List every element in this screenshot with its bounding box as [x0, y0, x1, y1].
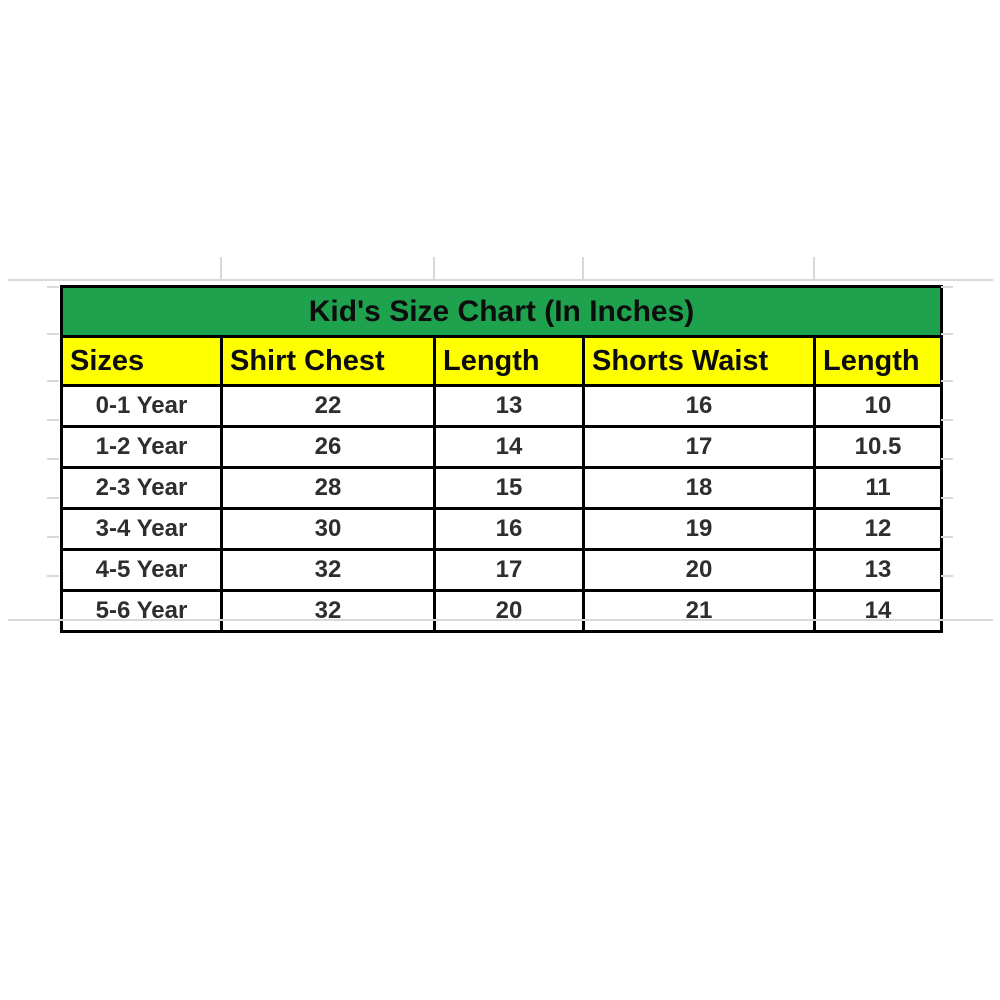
- column-header-length-shorts: Length: [813, 335, 943, 387]
- measurement-cell: 16: [433, 507, 585, 551]
- measurement-cell: 21: [582, 589, 816, 633]
- table-row: 0-1 Year 22 13 16 10: [60, 384, 943, 428]
- title-row: Kid's Size Chart (In Inches): [60, 285, 943, 338]
- excel-gridline: [47, 419, 59, 421]
- excel-gridline: [47, 497, 59, 499]
- excel-gridline: [47, 333, 59, 335]
- measurement-cell: 12: [813, 507, 943, 551]
- excel-gridline: [941, 536, 953, 538]
- measurement-cell: 10.5: [813, 425, 943, 469]
- measurement-cell: 11: [813, 466, 943, 510]
- size-chart-table: Kid's Size Chart (In Inches) Sizes Shirt …: [60, 285, 943, 633]
- excel-gridline: [47, 536, 59, 538]
- measurement-cell: 20: [582, 548, 816, 592]
- excel-gridline: [47, 380, 59, 382]
- size-label-cell: 3-4 Year: [60, 507, 223, 551]
- column-header-length-shirt: Length: [433, 335, 585, 387]
- measurement-cell: 28: [220, 466, 436, 510]
- measurement-cell: 32: [220, 589, 436, 633]
- excel-gridline: [941, 286, 953, 288]
- measurement-cell: 19: [582, 507, 816, 551]
- excel-gridline: [941, 419, 953, 421]
- size-label-cell: 2-3 Year: [60, 466, 223, 510]
- column-header-shorts-waist: Shorts Waist: [582, 335, 816, 387]
- excel-gridline: [47, 575, 59, 577]
- table-row: 2-3 Year 28 15 18 11: [60, 466, 943, 510]
- excel-gridline: [47, 458, 59, 460]
- measurement-cell: 14: [813, 589, 943, 633]
- measurement-cell: 26: [220, 425, 436, 469]
- measurement-cell: 32: [220, 548, 436, 592]
- excel-gridline: [941, 497, 953, 499]
- excel-gridline: [47, 286, 59, 288]
- measurement-cell: 22: [220, 384, 436, 428]
- measurement-cell: 10: [813, 384, 943, 428]
- size-label-cell: 4-5 Year: [60, 548, 223, 592]
- measurement-cell: 16: [582, 384, 816, 428]
- size-label-cell: 5-6 Year: [60, 589, 223, 633]
- measurement-cell: 17: [582, 425, 816, 469]
- column-header-shirt-chest: Shirt Chest: [220, 335, 436, 387]
- table-row: 5-6 Year 32 20 21 14: [60, 589, 943, 633]
- table-row: 4-5 Year 32 17 20 13: [60, 548, 943, 592]
- excel-gridline: [941, 575, 953, 577]
- size-label-cell: 0-1 Year: [60, 384, 223, 428]
- measurement-cell: 13: [813, 548, 943, 592]
- measurement-cell: 20: [433, 589, 585, 633]
- excel-gridline: [941, 380, 953, 382]
- excel-gridline: [433, 257, 435, 280]
- excel-gridline: [941, 458, 953, 460]
- header-row: Sizes Shirt Chest Length Shorts Waist Length: [60, 335, 943, 387]
- excel-gridline: [813, 257, 815, 280]
- measurement-cell: 30: [220, 507, 436, 551]
- table-row: 3-4 Year 30 16 19 12: [60, 507, 943, 551]
- excel-gridline: [8, 279, 993, 281]
- excel-gridline: [220, 257, 222, 280]
- size-label-cell: 1-2 Year: [60, 425, 223, 469]
- measurement-cell: 17: [433, 548, 585, 592]
- column-header-sizes: Sizes: [60, 335, 223, 387]
- measurement-cell: 13: [433, 384, 585, 428]
- excel-gridline: [941, 333, 953, 335]
- excel-gridline: [8, 619, 993, 621]
- measurement-cell: 15: [433, 466, 585, 510]
- table-row: 1-2 Year 26 14 17 10.5: [60, 425, 943, 469]
- excel-gridline: [582, 257, 584, 280]
- table-title: Kid's Size Chart (In Inches): [60, 285, 943, 338]
- measurement-cell: 14: [433, 425, 585, 469]
- measurement-cell: 18: [582, 466, 816, 510]
